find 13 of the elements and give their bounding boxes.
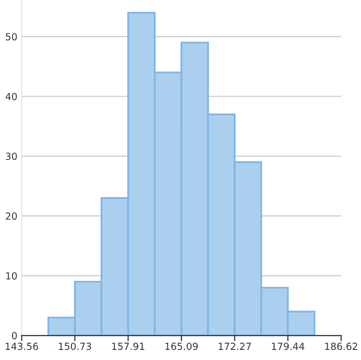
x-tick-label: 143.56 <box>6 342 38 350</box>
x-tick-label: 186.62 <box>325 342 358 350</box>
x-tick-label: 172.27 <box>218 342 251 350</box>
y-tick-label: 50 <box>6 33 17 40</box>
x-tick-label: 157.91 <box>112 342 144 350</box>
x-tick-label: 179.44 <box>272 342 304 350</box>
y-tick-label: 0 <box>12 332 17 340</box>
y-tick-label: 30 <box>6 152 17 160</box>
y-tick-label: 10 <box>6 272 17 280</box>
x-tick-label: 165.09 <box>165 342 198 350</box>
x-tick-label: 150.73 <box>58 342 92 350</box>
y-tick-label: 20 <box>6 212 17 220</box>
y-tick-label: 40 <box>6 92 17 100</box>
